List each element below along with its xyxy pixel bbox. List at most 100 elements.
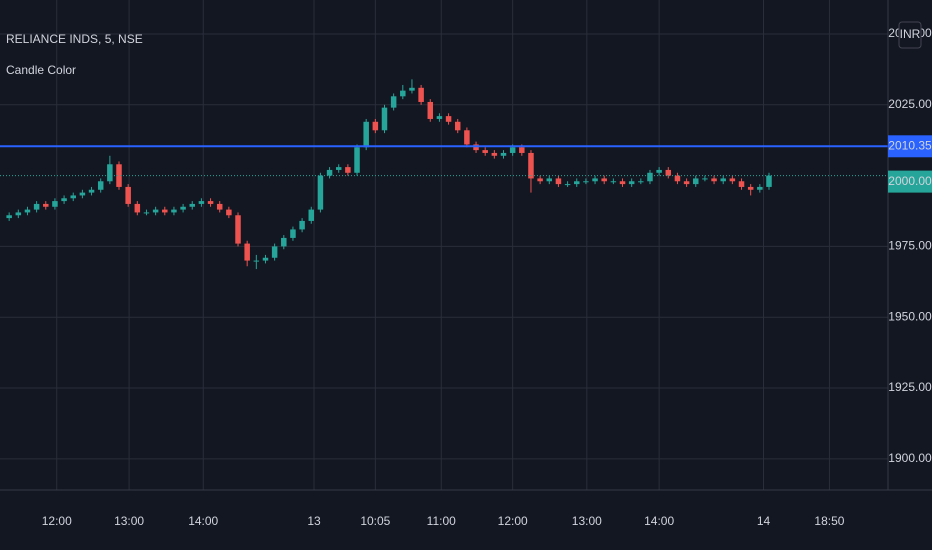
- candle-body: [509, 147, 516, 153]
- candle-body: [573, 181, 580, 185]
- candle-body: [180, 206, 186, 210]
- candle-body: [326, 169, 333, 176]
- candle-body: [738, 181, 745, 187]
- candle-body: [24, 209, 31, 213]
- candle-body: [107, 164, 113, 182]
- y-tick-label: 2025.00: [888, 97, 932, 111]
- candle-body: [528, 152, 534, 179]
- candle-body: [436, 116, 443, 119]
- y-tick-label: 1975.00: [888, 239, 932, 253]
- price-line-tag: [888, 135, 932, 158]
- candle-body: [757, 186, 763, 190]
- x-tick-label: 11:00: [427, 514, 456, 528]
- candle-body: [33, 203, 40, 210]
- candle-body: [308, 209, 315, 221]
- candle-body: [418, 87, 424, 102]
- candle-body: [564, 184, 571, 186]
- candle-body: [116, 164, 122, 187]
- candle-body: [125, 186, 131, 204]
- price-line-label: 2010.35: [888, 138, 932, 152]
- candle-body: [70, 195, 76, 199]
- x-tick-label: 12:00: [42, 514, 72, 528]
- x-tick-label: 14:00: [188, 514, 218, 528]
- x-tick-label: 14: [757, 514, 771, 528]
- candle-body: [207, 201, 214, 204]
- candle-body: [143, 212, 150, 214]
- candle-body: [97, 181, 104, 190]
- candle-body: [198, 201, 205, 204]
- candle-body: [152, 209, 159, 213]
- x-tick-label: 12:00: [498, 514, 528, 528]
- candle-body: [262, 257, 269, 261]
- candle-body: [665, 169, 672, 176]
- candle-body: [88, 189, 95, 193]
- candle-body: [216, 203, 223, 210]
- candle-body: [189, 203, 195, 207]
- candle-body: [720, 178, 726, 182]
- candle-body: [372, 121, 379, 131]
- y-tick-label: 1925.00: [888, 380, 932, 394]
- currency-label[interactable]: INR: [900, 27, 921, 41]
- candle-body: [628, 181, 635, 185]
- candle-body: [638, 181, 644, 183]
- x-tick-label: 13:00: [572, 514, 602, 528]
- candle-body: [445, 116, 452, 122]
- candle-body: [747, 186, 754, 190]
- x-tick-label: 14:00: [644, 514, 674, 528]
- candle-body: [390, 96, 397, 108]
- candle-body: [134, 203, 141, 213]
- indicator-name: Candle Color: [6, 63, 76, 77]
- candle-body: [299, 220, 305, 230]
- x-tick-label: 13:00: [114, 514, 144, 528]
- candle-body: [610, 181, 617, 183]
- candle-body: [766, 175, 772, 187]
- candle-body: [335, 167, 342, 170]
- candle-body: [711, 178, 717, 182]
- x-tick-label: 18:50: [814, 514, 844, 528]
- candle-body: [400, 90, 406, 97]
- candle-body: [464, 130, 470, 145]
- candle-body: [162, 209, 168, 213]
- candle-body: [555, 178, 562, 185]
- candle-body: [253, 260, 260, 262]
- candle-body: [235, 215, 241, 244]
- candle-body: [409, 87, 415, 91]
- candle-body: [693, 178, 699, 185]
- candle-body: [546, 178, 553, 182]
- candle-body: [647, 172, 653, 182]
- candle-body: [537, 178, 543, 182]
- candle-body: [271, 246, 278, 258]
- candle-body: [427, 101, 434, 119]
- candle-body: [619, 181, 626, 185]
- candle-body: [244, 243, 250, 261]
- candle-body: [583, 181, 589, 183]
- candle-body: [43, 203, 49, 207]
- candle-body: [519, 147, 525, 153]
- last-price-label: 2000.00: [888, 174, 932, 188]
- candle-body: [656, 169, 662, 173]
- candle-body: [15, 212, 22, 216]
- candle-body: [500, 152, 507, 156]
- candle-body: [381, 107, 388, 131]
- candle-body: [6, 215, 12, 219]
- candle-body: [491, 152, 498, 156]
- currency-button[interactable]: [898, 21, 922, 49]
- last-price-tag: [888, 170, 932, 193]
- candle-body: [592, 178, 598, 182]
- candle-body: [482, 150, 488, 153]
- candle-body: [171, 209, 177, 213]
- candle-body: [52, 201, 58, 207]
- candle-body: [317, 175, 324, 210]
- candle-body: [702, 178, 708, 180]
- candle-body: [674, 175, 681, 182]
- y-tick-label: 1900.00: [888, 451, 932, 465]
- candle-body: [345, 167, 351, 173]
- candle-body: [454, 121, 461, 131]
- candle-body: [79, 192, 86, 196]
- candle-body: [290, 229, 296, 238]
- candle-body: [601, 178, 607, 182]
- x-tick-label: 10:05: [360, 514, 390, 528]
- candle-body: [61, 198, 67, 202]
